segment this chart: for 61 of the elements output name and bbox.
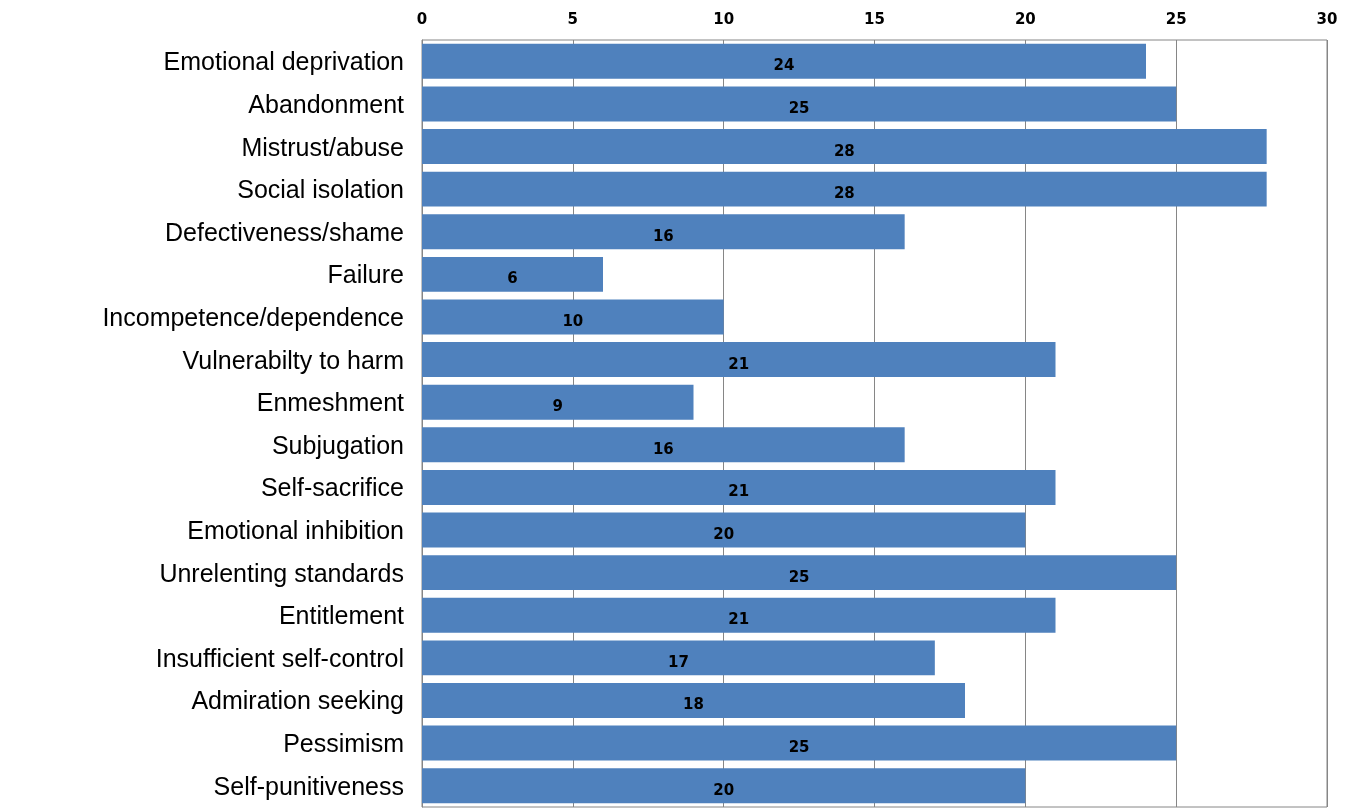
- y-tick-label: Insufficient self-control: [155, 643, 404, 672]
- data-label: 28: [833, 184, 855, 203]
- y-tick-label: Emotional inhibition: [187, 516, 404, 545]
- y-tick-label: Defectiveness/shame: [164, 217, 404, 246]
- bar: [422, 597, 1056, 633]
- y-tick-label: Pessimism: [283, 729, 404, 758]
- data-label: 28: [833, 141, 855, 160]
- data-label: 25: [788, 738, 810, 757]
- y-tick-label: Social isolation: [237, 175, 404, 204]
- bar: [422, 469, 1056, 505]
- bar: [422, 640, 935, 676]
- bar: [422, 129, 1267, 164]
- y-tick-label: Admiration seeking: [191, 686, 404, 715]
- bar: [422, 43, 1146, 79]
- y-tick-label: Failure: [327, 260, 404, 289]
- data-label: 20: [713, 525, 735, 544]
- y-tick-label: Incompetence/dependence: [102, 302, 404, 331]
- y-tick-label: Mistrust/abuse: [241, 132, 404, 161]
- y-tick-label: Emotional deprivation: [163, 47, 404, 76]
- data-label: 16: [652, 226, 674, 245]
- y-tick-label: Enmeshment: [256, 388, 405, 417]
- y-tick-label: Unrelenting standards: [159, 558, 404, 587]
- bar: [422, 299, 724, 335]
- bar: [422, 171, 1267, 207]
- y-tick-label: Self-punitiveness: [213, 771, 404, 800]
- bar: [422, 214, 905, 250]
- data-label: 21: [728, 482, 750, 501]
- data-label: 18: [683, 695, 704, 714]
- bar: [422, 555, 1177, 591]
- x-tick-label: 20: [1014, 9, 1036, 28]
- data-label: 10: [562, 311, 584, 330]
- bar: [422, 384, 694, 420]
- bar: [422, 427, 905, 463]
- data-label: 25: [788, 567, 810, 586]
- y-tick-label: Self-sacrifice: [260, 473, 404, 502]
- data-label: 9: [552, 397, 563, 416]
- x-tick-label: 30: [1316, 9, 1338, 28]
- data-label: 20: [713, 780, 735, 799]
- x-tick-label: 0: [416, 9, 428, 28]
- x-tick-label: 10: [713, 9, 735, 28]
- x-tick-label: 5: [567, 9, 579, 28]
- bar: [422, 512, 1026, 548]
- bar: [422, 256, 603, 292]
- data-label: 25: [788, 98, 810, 117]
- data-label: 6: [507, 269, 518, 288]
- bar: [422, 725, 1177, 761]
- bar: [422, 683, 965, 718]
- y-tick-label: Abandonment: [248, 89, 405, 118]
- data-label: 16: [652, 439, 674, 458]
- bar: [422, 342, 1056, 378]
- x-tick-label: 25: [1165, 9, 1187, 28]
- y-tick-label: Entitlement: [278, 601, 405, 630]
- data-label: 17: [667, 652, 689, 671]
- y-tick-label: Vulnerabilty to harm: [182, 345, 404, 374]
- bar: [422, 768, 1026, 804]
- y-tick-label: Subjugation: [271, 430, 404, 459]
- data-label: 21: [728, 354, 750, 373]
- x-tick-label: 15: [864, 9, 885, 28]
- data-label: 24: [773, 56, 795, 75]
- data-label: 21: [728, 610, 750, 629]
- bar: [422, 86, 1177, 122]
